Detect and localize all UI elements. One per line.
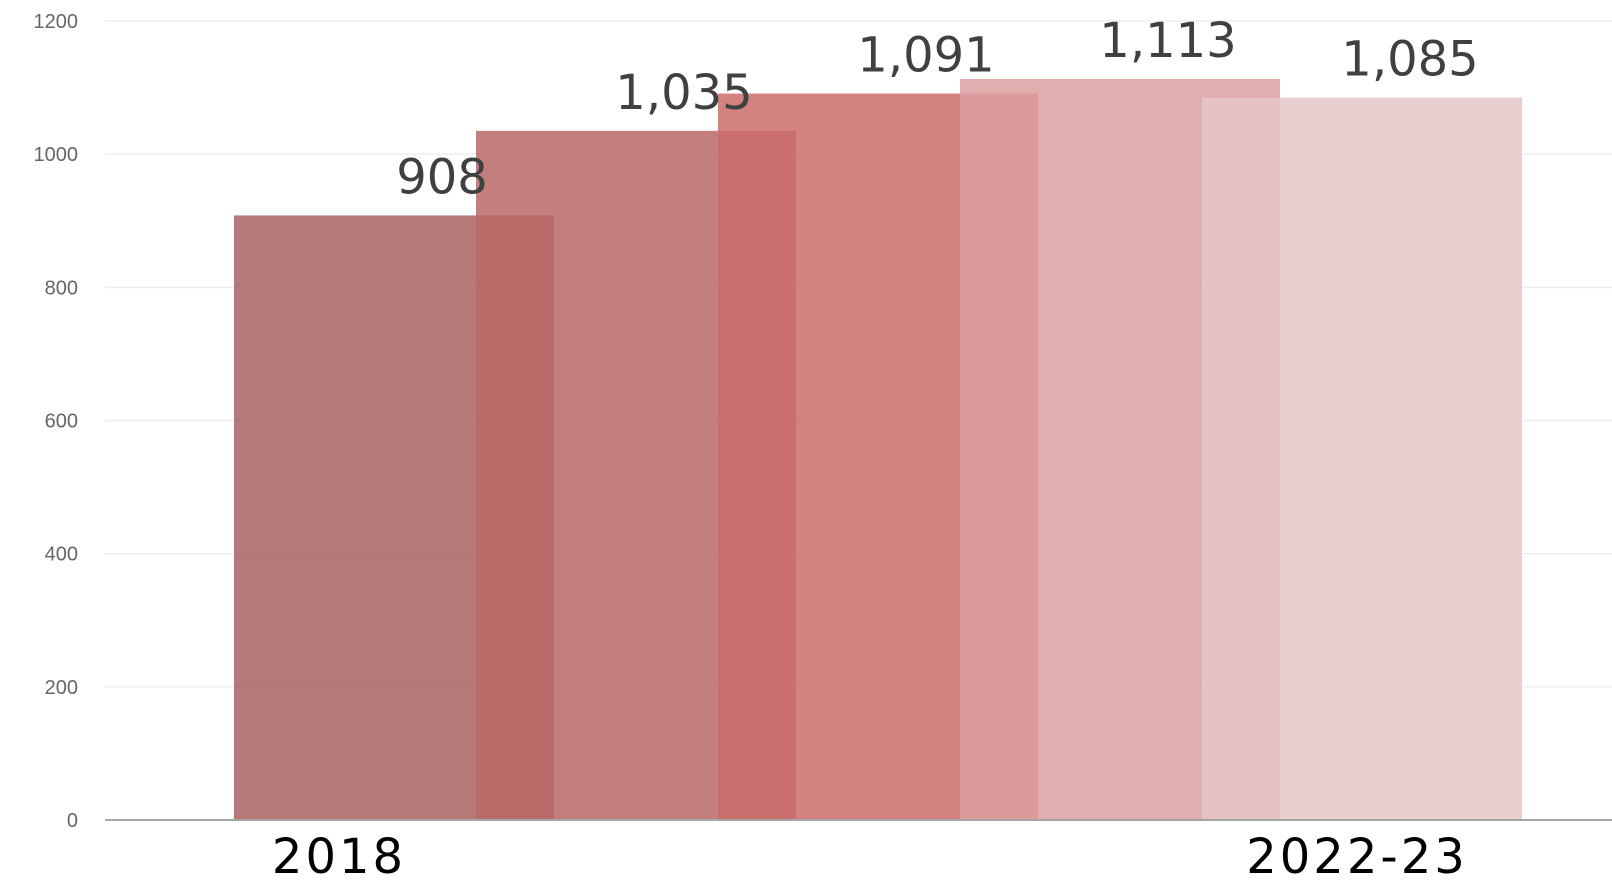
bar [1202,97,1522,821]
data-label: 908 [396,149,488,205]
data-label: 1,035 [615,65,752,121]
y-tick-label: 200 [45,677,78,699]
x-tick-label: 2022-23 [1246,829,1468,881]
data-labels: 908 1,035 1,091 1,113 1,085 [396,13,1479,205]
x-tick-labels: 2018 2022-23 [272,829,1468,881]
data-label: 1,085 [1341,32,1478,88]
y-tick-label: 1200 [34,11,79,33]
y-tick-label: 1000 [34,144,79,166]
y-tick-label: 400 [45,544,78,566]
bars [234,78,1522,821]
y-tick-labels: 0 200 400 600 800 1000 1200 [34,11,79,832]
data-label: 1,113 [1099,13,1236,69]
y-tick-label: 800 [45,277,78,299]
x-tick-label: 2018 [272,829,406,881]
data-label: 1,091 [857,28,994,84]
y-tick-label: 0 [67,810,78,832]
y-tick-label: 600 [45,411,78,433]
